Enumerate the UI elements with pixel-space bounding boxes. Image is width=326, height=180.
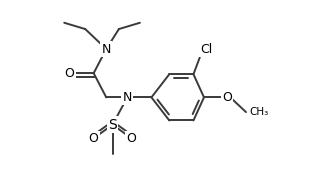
- Text: CH₃: CH₃: [249, 107, 268, 117]
- Text: Cl: Cl: [200, 42, 212, 55]
- Text: S: S: [108, 118, 117, 132]
- Text: O: O: [222, 91, 232, 104]
- Text: O: O: [126, 132, 136, 145]
- Text: O: O: [65, 67, 74, 80]
- Text: N: N: [102, 42, 111, 55]
- Text: O: O: [89, 132, 98, 145]
- Text: N: N: [123, 91, 132, 104]
